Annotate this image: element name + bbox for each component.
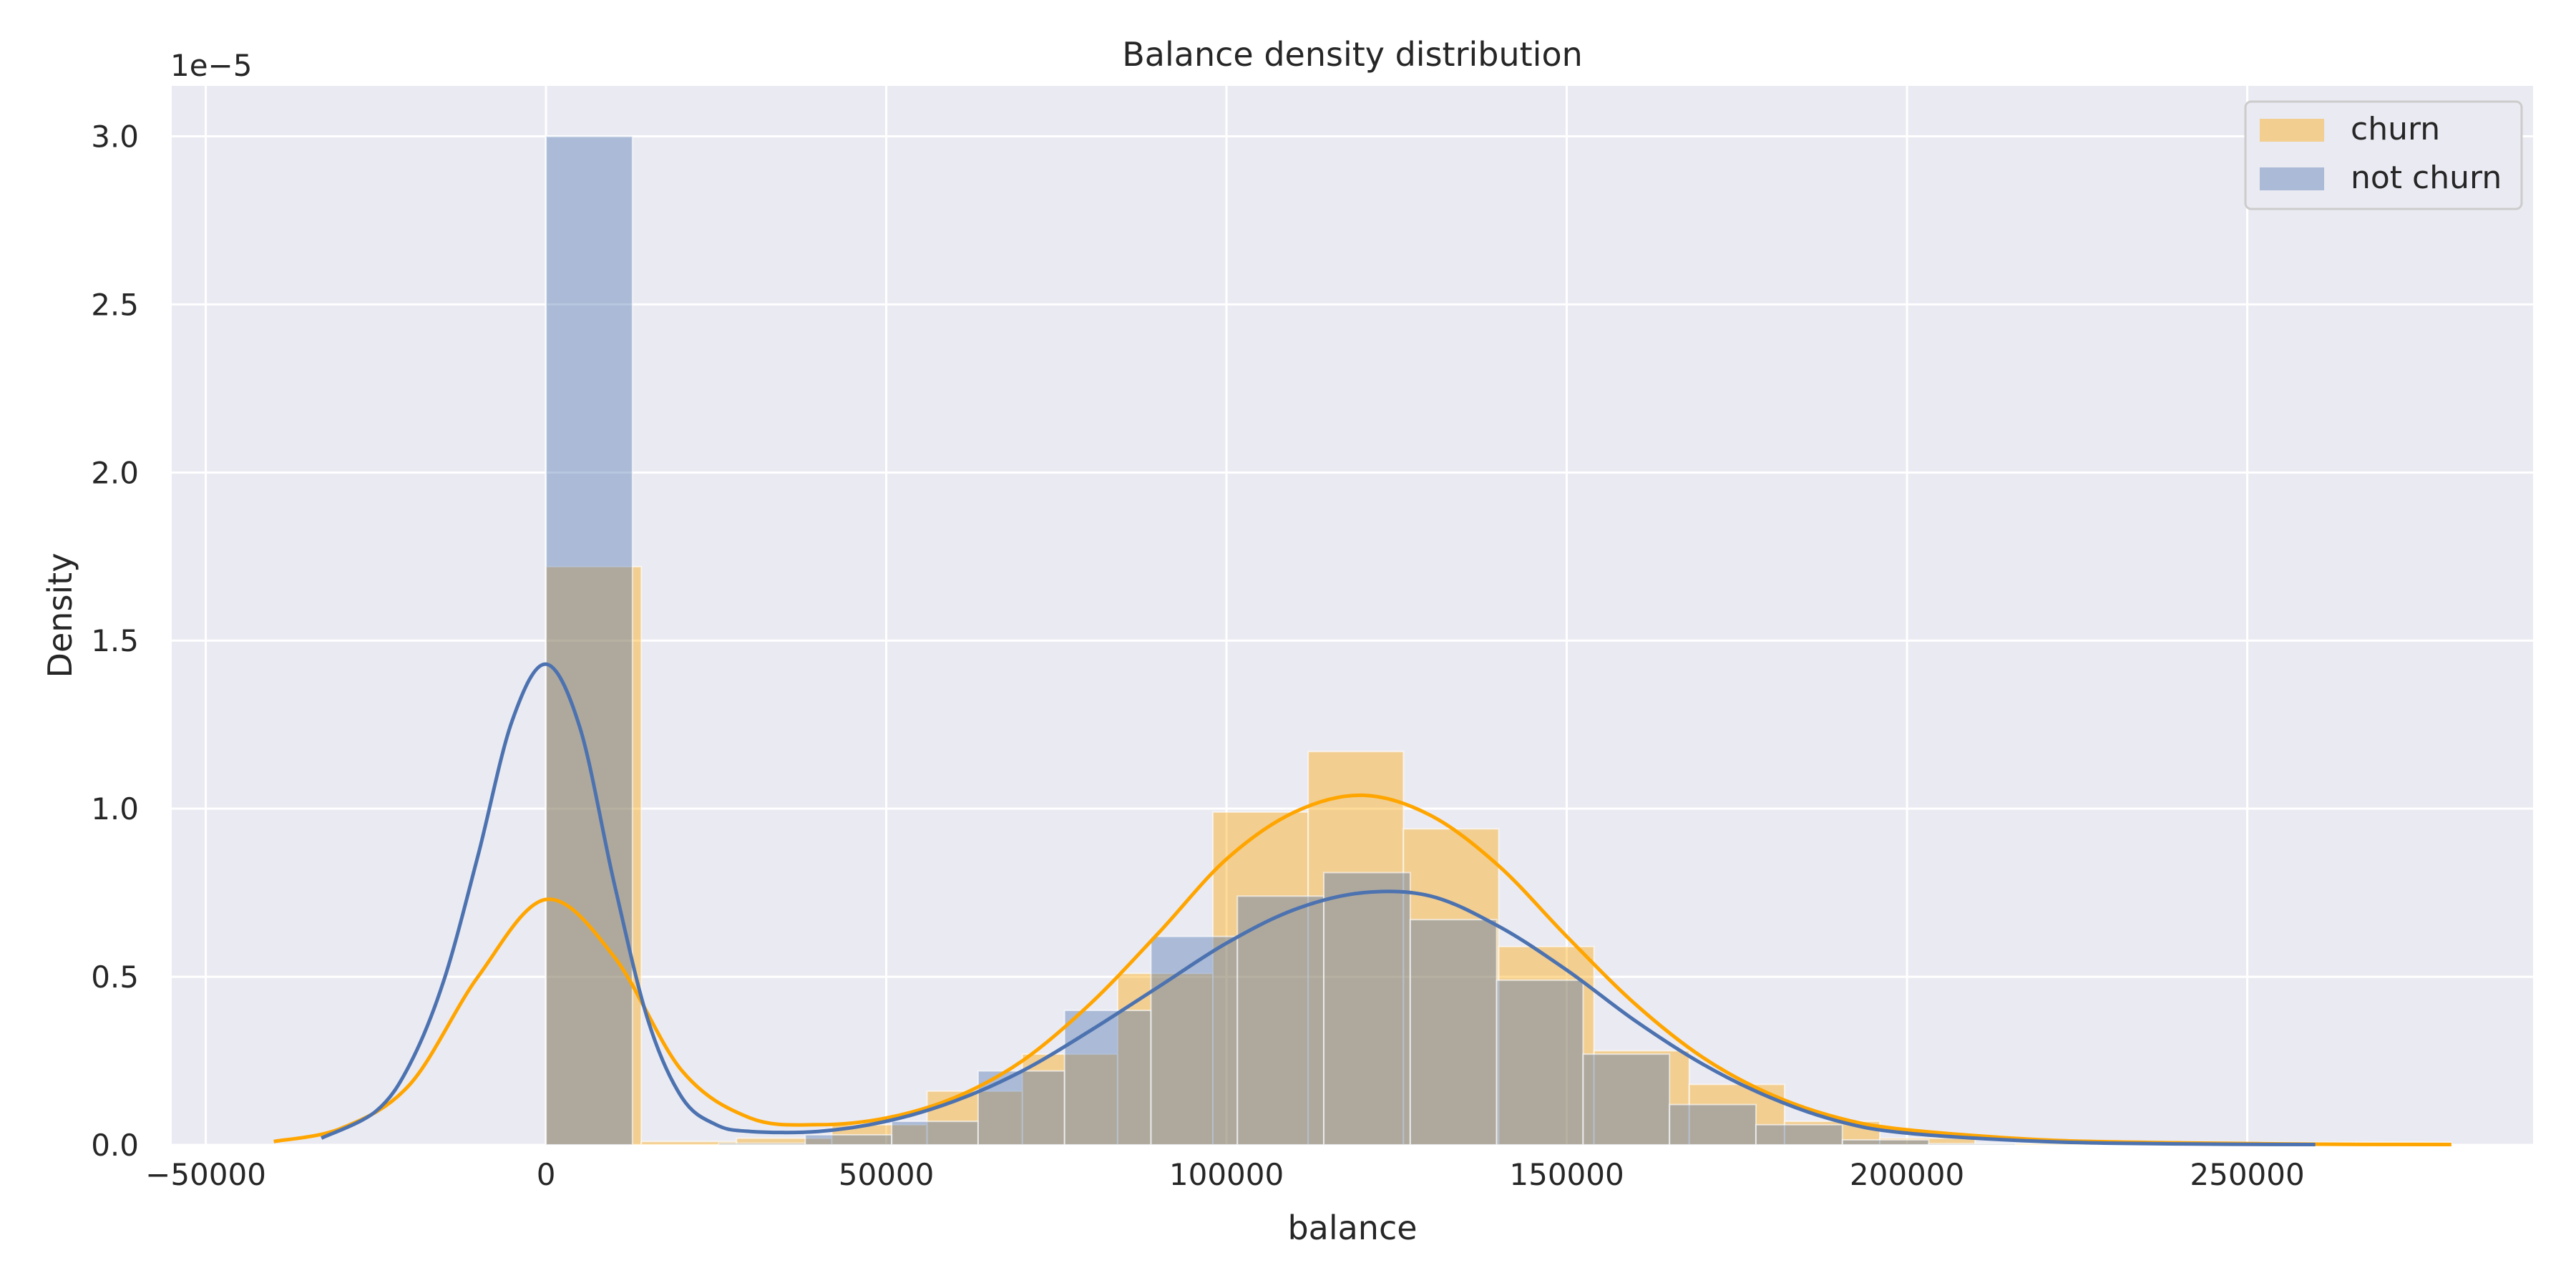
x-tick-label-6: 250000 (2190, 1157, 2304, 1192)
y-tick-label-5: 2.5 (91, 287, 139, 322)
y-tick-label-6: 3.0 (91, 119, 139, 154)
not-churn-bar-16 (1928, 1143, 2016, 1146)
not-churn-bar-10 (1409, 919, 1498, 1146)
x-axis-ticks: −50000 0 50000 100000 150000 200000 250000 (145, 1157, 2305, 1192)
plot-background (172, 86, 2533, 1145)
y-tick-label-0: 0.0 (91, 1128, 139, 1163)
not-churn-kde-line (321, 662, 2316, 1147)
churn-kde-line (273, 793, 2451, 1147)
not-churn-bar-12 (1582, 1053, 1671, 1146)
x-tick-label-3: 100000 (1169, 1157, 1284, 1192)
legend-label-churn: churn (2351, 111, 2440, 147)
legend-swatch-not-churn (2260, 167, 2324, 190)
not-churn-bar-14 (1755, 1123, 1843, 1146)
kde-curves (273, 662, 2451, 1147)
not-churn-bar-0 (545, 135, 633, 1146)
not-churn-bar-8 (1236, 895, 1325, 1146)
legend-box (2244, 100, 2523, 210)
y-axis-multiplier: 1e−5 (170, 48, 252, 83)
not-churn-bar-15 (1841, 1138, 1930, 1146)
legend-label-not-churn: not churn (2351, 160, 2502, 196)
churn-bar-7 (1212, 811, 1309, 1146)
churn-bar-11 (1593, 1050, 1690, 1146)
y-axis-label: Density (41, 553, 79, 678)
not-churn-bar-2 (718, 1142, 806, 1146)
legend: churn not churn (2244, 100, 2523, 210)
y-axis-ticks: 0.0 0.5 1.0 1.5 2.0 2.5 3.0 (91, 119, 139, 1163)
not-churn-bar-7 (1150, 935, 1239, 1146)
not-churn-bar-5 (977, 1070, 1065, 1146)
not-churn-bar-3 (804, 1133, 893, 1146)
not-churn-bar-9 (1323, 872, 1411, 1146)
y-tick-label-2: 1.0 (91, 791, 139, 826)
x-tick-label-5: 200000 (1850, 1157, 1964, 1192)
y-tick-label-1: 0.5 (91, 960, 139, 995)
churn-bar-9 (1402, 828, 1500, 1146)
x-tick-label-0: −50000 (145, 1157, 266, 1192)
not-churn-bar-11 (1496, 979, 1584, 1146)
y-tick-label-3: 1.5 (91, 623, 139, 658)
x-axis-label: balance (1287, 1209, 1417, 1247)
x-tick-label-2: 50000 (839, 1157, 935, 1192)
x-tick-label-4: 150000 (1509, 1157, 1624, 1192)
churn-bar-0 (545, 565, 643, 1146)
legend-swatch-churn (2260, 119, 2324, 142)
x-tick-label-1: 0 (537, 1157, 556, 1192)
not-churn-bar-6 (1063, 1010, 1152, 1146)
y-tick-label-4: 2.0 (91, 455, 139, 490)
chart-title: Balance density distribution (1122, 35, 1583, 74)
churn-bar-5 (1021, 1053, 1118, 1146)
not-churn-histogram (545, 135, 2016, 1146)
not-churn-bar-4 (891, 1121, 979, 1146)
not-churn-bar-13 (1669, 1103, 1757, 1146)
